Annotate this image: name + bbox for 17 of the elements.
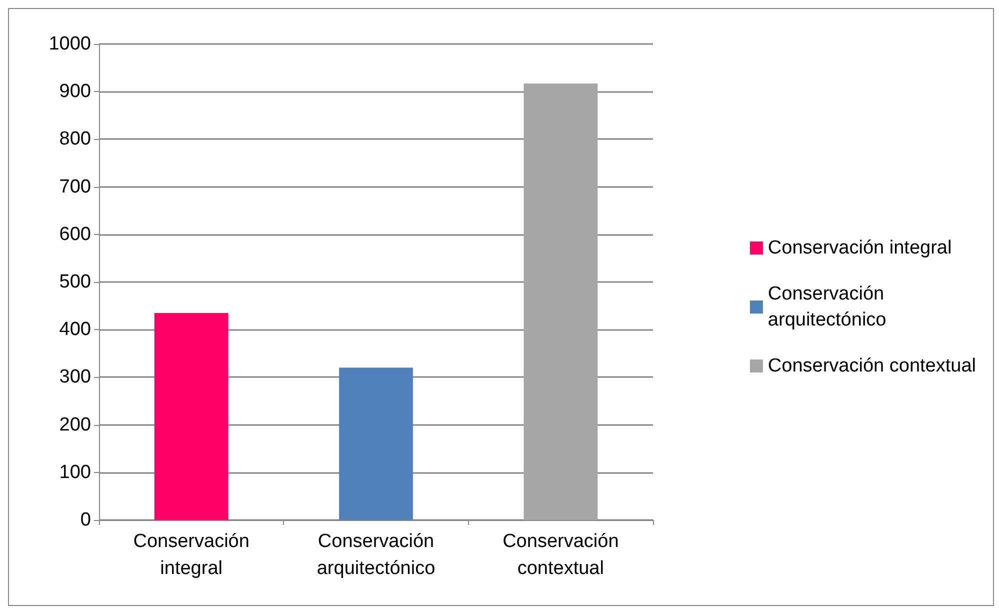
y-tick-label: 900: [59, 81, 91, 102]
legend-label: Conservación integral: [768, 238, 952, 258]
y-tick-label: 300: [59, 366, 91, 388]
legend-label: Conservación arquitectónico: [768, 284, 886, 330]
x-tick-label: Conservación arquitectónico: [316, 531, 436, 579]
y-tick-label: 200: [59, 414, 91, 436]
y-tick-label: 500: [59, 272, 91, 292]
y-tick-label: 100: [59, 462, 91, 483]
legend-label: Conservación contextual: [768, 356, 976, 376]
y-tick-label: 1000: [48, 34, 91, 54]
y-tick-label: 400: [59, 319, 91, 340]
y-tick-label: 800: [59, 128, 91, 150]
x-tick-label: Conservación integral: [133, 531, 250, 579]
y-tick-label: 700: [59, 176, 91, 198]
y-tick-label: 0: [80, 510, 91, 530]
x-tick-label: Conservación contextual: [502, 531, 619, 579]
y-tick-label: 600: [59, 224, 91, 245]
